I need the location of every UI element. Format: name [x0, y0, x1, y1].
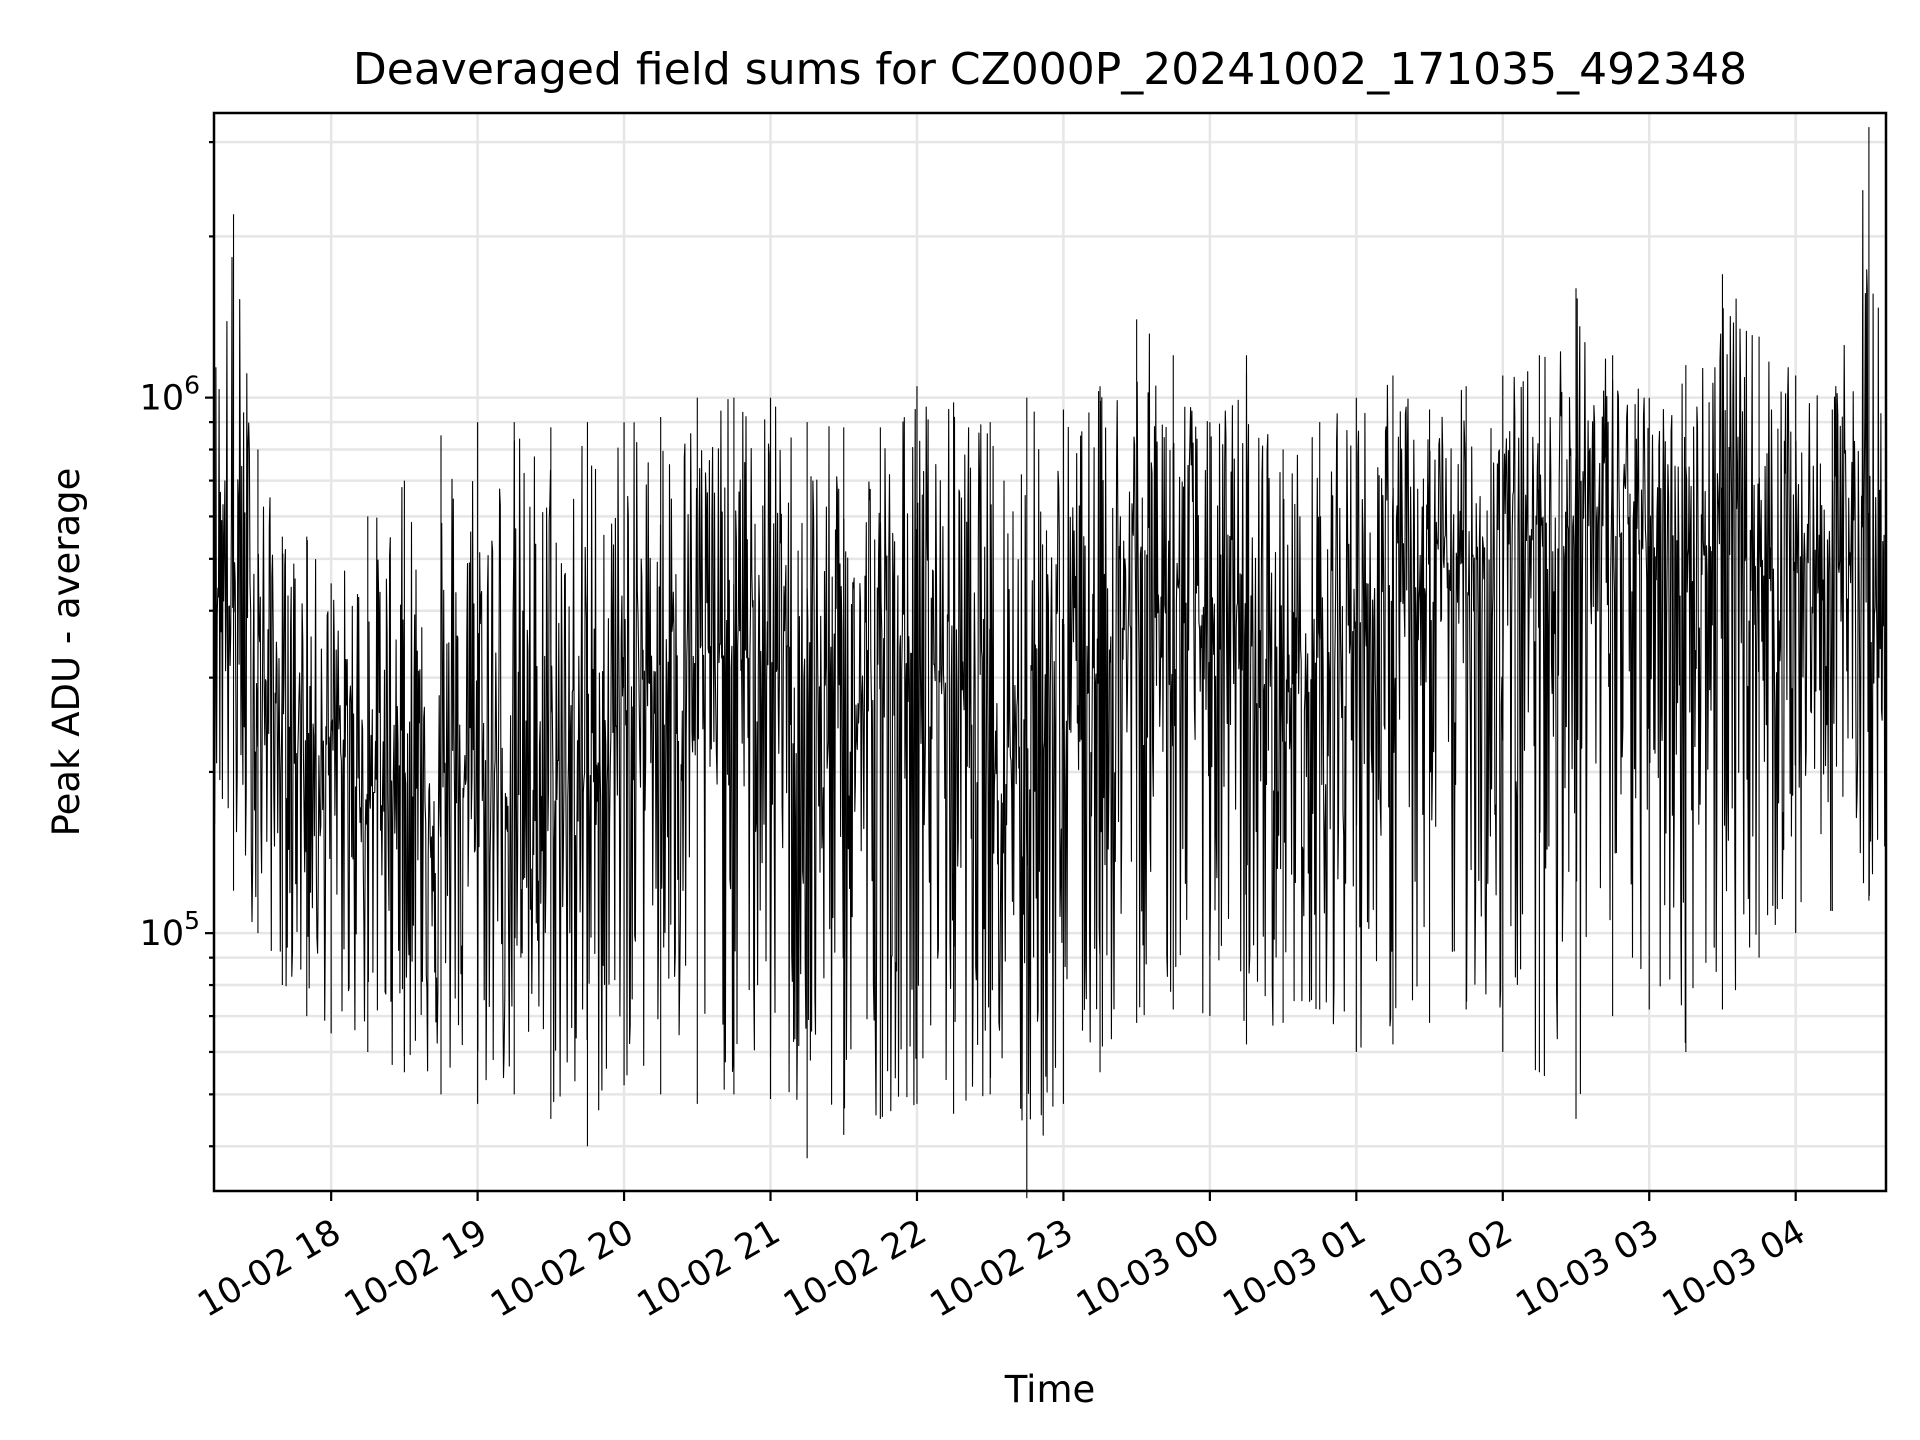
- plot-frame: [212, 111, 1888, 1193]
- series-line: [213, 189, 1887, 1136]
- y-tick-label: 106: [140, 371, 200, 419]
- x-tick-label: 10-02 18: [191, 1212, 347, 1325]
- y-axis-label: Peak ADU - average: [45, 468, 88, 837]
- x-tick-label: 10-03 03: [1509, 1212, 1665, 1325]
- x-tick-label: 10-02 22: [777, 1212, 933, 1325]
- series-layer: [213, 127, 1887, 1199]
- x-tick-label: 10-02 20: [484, 1212, 640, 1325]
- x-tick-label: 10-03 01: [1217, 1212, 1373, 1325]
- x-tick-label: 10-03 02: [1363, 1212, 1519, 1325]
- x-tick-label: 10-02 23: [924, 1212, 1080, 1325]
- x-tick-label: 10-02 19: [338, 1212, 494, 1325]
- x-axis-label: Time: [1004, 1368, 1096, 1411]
- x-tick-label: 10-03 04: [1656, 1212, 1812, 1325]
- x-tick-label: 10-02 21: [631, 1212, 787, 1325]
- x-tick-label: 10-03 00: [1070, 1212, 1226, 1325]
- chart-title: Deaveraged field sums for CZ000P_2024100…: [353, 44, 1747, 95]
- y-tick-label: 105: [140, 906, 200, 954]
